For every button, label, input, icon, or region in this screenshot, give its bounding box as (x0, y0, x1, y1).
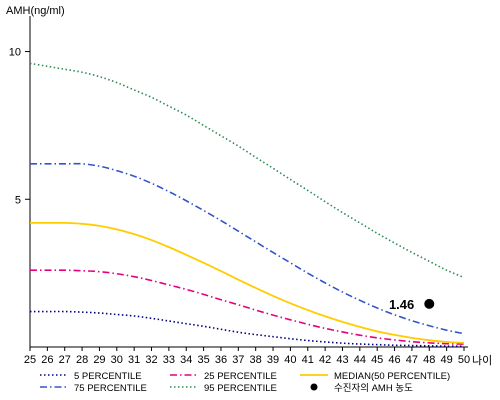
x-tick-label-38: 38 (250, 354, 262, 366)
legend-swatch-patient-amh (310, 383, 318, 391)
x-tick-label-39: 39 (267, 354, 279, 366)
y-axis-title: AMH(ng/ml) (6, 5, 65, 17)
x-tick-label-48: 48 (423, 354, 435, 366)
x-axis-title: 나이 (472, 354, 492, 367)
x-tick-label-41: 41 (302, 354, 314, 366)
series-line-median-50-percentile (29, 221, 465, 344)
legend-label-median-50-percentile: MEDIAN(50 PERCENTILE) (334, 371, 450, 382)
y-ticks: 5 10 (9, 47, 30, 206)
x-tick-label-46: 46 (388, 354, 400, 366)
series-line-25-percentile (30, 269, 465, 345)
series-layer (29, 62, 465, 347)
x-tick-label-50: 50 (458, 354, 470, 366)
x-tick-label-27: 27 (59, 354, 71, 366)
x-tick-label-28: 28 (76, 354, 88, 366)
series-line-5-percentile (30, 310, 465, 347)
series-line-95-percentile (29, 62, 465, 279)
x-tick-label-30: 30 (111, 354, 123, 366)
x-tick-label-42: 42 (319, 354, 331, 366)
highlight-layer: 1.46 (389, 297, 435, 312)
x-tick-label-45: 45 (371, 354, 383, 366)
x-tick-label-35: 35 (197, 354, 209, 366)
legend-label-95-percentile: 95 PERCENTILE (204, 383, 277, 394)
legend-label-25-percentile: 25 PERCENTILE (204, 371, 277, 382)
legend-label-patient-amh: 수진자의 AMH 농도 (334, 383, 413, 394)
x-tick-label-25: 25 (24, 354, 36, 366)
x-tick-label-43: 43 (336, 354, 348, 366)
x-tick-label-31: 31 (128, 354, 140, 366)
x-tick-label-32: 32 (145, 354, 157, 366)
x-ticks: 25 26 27 28 29 30 31 32 33 34 35 36 37 38 39 40 41 42 43 44… (24, 347, 470, 366)
x-tick-label-44: 44 (354, 354, 366, 366)
x-tick-label-26: 26 (41, 354, 53, 366)
x-tick-label-49: 49 (441, 354, 453, 366)
x-tick-label-33: 33 (163, 354, 175, 366)
patient-amh-point (424, 298, 435, 309)
patient-amh-value-label: 1.46 (389, 297, 414, 312)
x-tick-label-37: 37 (232, 354, 244, 366)
x-tick-label-47: 47 (406, 354, 418, 366)
x-tick-label-34: 34 (180, 354, 192, 366)
x-tick-label-36: 36 (215, 354, 227, 366)
x-tick-label-40: 40 (284, 354, 296, 366)
legend-label-5-percentile: 5 PERCENTILE (74, 371, 142, 382)
x-tick-label-29: 29 (93, 354, 105, 366)
series-line-75-percentile (29, 162, 465, 335)
legend: 5 PERCENTILE 25 PERCENTILE MEDIAN(50 PERCE… (40, 371, 450, 394)
y-tick-label-5: 5 (15, 194, 21, 206)
y-tick-label-10: 10 (9, 47, 21, 59)
legend-label-75-percentile: 75 PERCENTILE (74, 383, 147, 394)
